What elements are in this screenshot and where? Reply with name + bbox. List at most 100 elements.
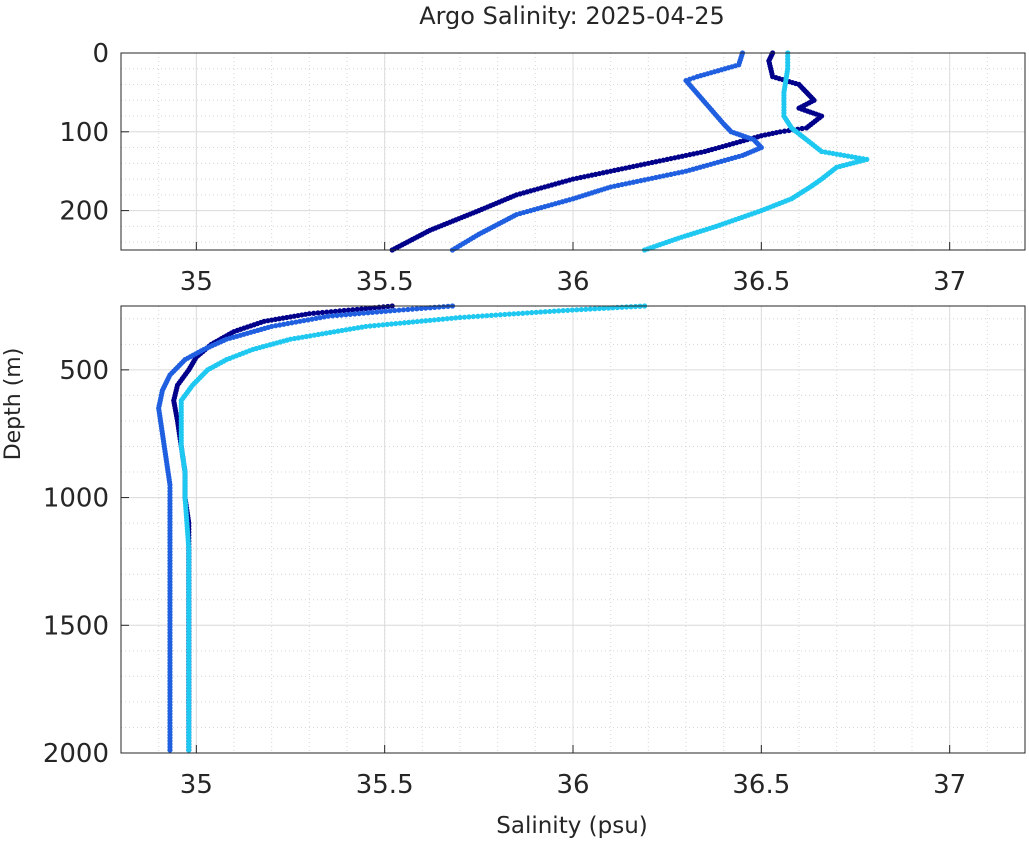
lower-panel-ticks: 35 35.5 36 36.5 37 500 1000 1500 2000 [43,305,1026,800]
data-point [334,312,340,319]
x-tick-label: 36 [556,770,589,800]
data-point [323,330,329,336]
data-point [352,311,358,317]
data-point [327,329,333,336]
data-point [515,310,521,317]
data-point [285,320,291,327]
data-point [405,306,411,313]
x-tick-label: 35 [180,770,213,800]
y-tick-label: 0 [92,39,109,69]
data-point [524,310,530,316]
data-point [315,331,321,338]
data-point [406,319,412,325]
x-tick-label: 35.5 [356,267,414,297]
data-point [565,307,571,313]
data-point [781,128,788,134]
data-point [303,333,309,340]
lower-panel: 35 35.5 36 36.5 37 500 1000 1500 2000 [43,303,1026,800]
data-point [632,303,639,310]
data-point [520,310,526,316]
data-point [363,323,369,330]
data-point [583,306,589,312]
data-point [440,304,447,310]
data-point [431,317,437,323]
data-point [328,309,334,315]
data-point [351,325,357,332]
data-point [440,316,446,322]
data-point [511,311,517,317]
data-point [186,747,192,753]
data-point [401,320,407,326]
data-point [387,308,393,314]
data-point [435,316,442,323]
data-point [332,308,339,314]
data-point [414,318,420,325]
y-axis-label: Depth (m) [1,348,26,461]
panel-border [120,305,1026,754]
data-point [493,312,499,318]
lower-panel-grid [120,306,1026,754]
data-point [289,320,295,326]
data-point [418,305,424,312]
data-point [592,306,598,312]
data-point [311,310,317,316]
data-point [393,320,399,327]
data-point [277,322,283,328]
data-point [311,332,317,338]
data-point [305,317,311,323]
data-point [605,305,612,311]
data-point [506,311,512,317]
data-point [301,317,307,324]
data-point [423,305,429,311]
data-point [453,315,459,321]
x-tick-label: 36.5 [732,770,790,800]
x-tick-label: 37 [933,770,966,800]
data-point [457,314,463,321]
data-point [551,308,557,314]
data-point [367,305,373,311]
data-point [358,306,365,312]
y-tick-label: 100 [59,118,109,148]
data-point [359,324,365,330]
x-axis-label: Salinity (psu) [496,813,648,839]
data-point [356,310,362,317]
data-point [325,313,331,319]
data-point [363,305,369,312]
data-point [365,310,371,316]
data-point [324,309,330,315]
data-point [321,314,327,320]
data-point [488,312,494,318]
data-point [295,335,302,341]
data-point [307,333,313,339]
data-point [397,320,403,326]
data-point [281,321,287,327]
data-point [343,327,349,333]
data-point [427,317,433,323]
series-mid-points [156,303,456,753]
data-point [497,312,503,318]
data-point [484,313,490,319]
data-point [315,310,321,316]
data-point [623,304,630,310]
data-point [547,308,553,315]
data-point [343,312,349,318]
data-point [388,321,395,327]
data-point [538,309,544,315]
x-tick-label: 37 [933,267,966,297]
data-point [409,306,416,312]
data-point [436,304,442,310]
y-tick-label: 2000 [43,739,109,769]
data-point [380,322,386,328]
x-tick-label: 36 [556,267,589,297]
data-point [803,125,810,131]
data-point [414,306,420,312]
data-point [396,307,402,313]
data-point [376,304,382,310]
data-point [317,315,323,321]
data-point [378,309,384,315]
series-light-points [178,303,648,753]
data-point [313,315,319,322]
data-point [574,307,580,313]
data-point [569,307,575,313]
data-point [529,310,535,316]
